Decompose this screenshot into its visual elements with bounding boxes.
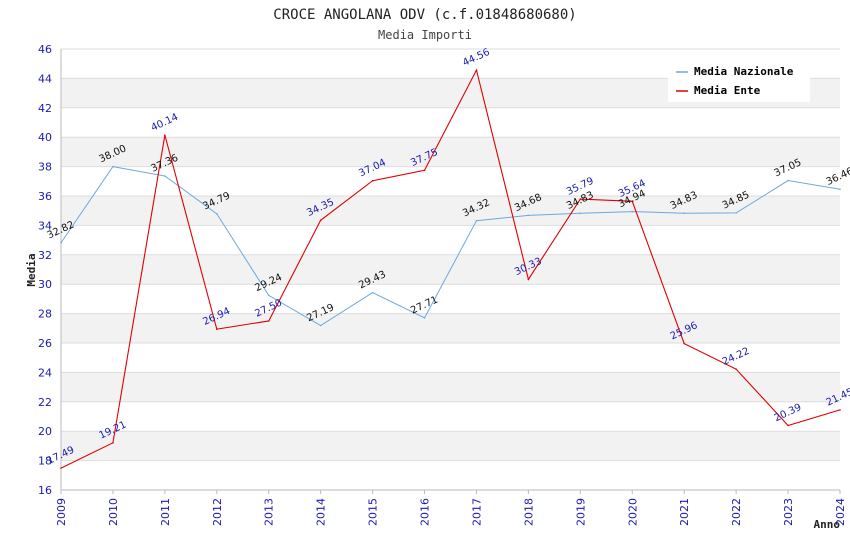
point-media-ente bbox=[475, 69, 478, 71]
grid-band bbox=[61, 313, 840, 343]
point-media-nazionale bbox=[839, 188, 841, 191]
x-tick-label: 2015 bbox=[367, 498, 380, 526]
point-media-nazionale bbox=[527, 214, 530, 217]
point-media-ente bbox=[631, 200, 634, 203]
data-label-media-nazionale: 36.46 bbox=[825, 166, 850, 188]
point-media-ente bbox=[527, 278, 530, 281]
x-tick-label: 2021 bbox=[678, 498, 691, 526]
y-tick-label: 24 bbox=[38, 366, 52, 379]
point-media-ente bbox=[423, 169, 426, 172]
data-label-media-ente: 24.22 bbox=[721, 346, 752, 368]
point-media-nazionale bbox=[787, 179, 789, 182]
y-tick-label: 28 bbox=[38, 308, 52, 321]
point-media-ente bbox=[216, 328, 218, 330]
point-media-nazionale bbox=[631, 210, 634, 213]
grid-band bbox=[61, 372, 840, 402]
point-media-ente bbox=[60, 467, 62, 469]
y-tick-label: 22 bbox=[38, 396, 52, 409]
data-label-media-ente: 40.14 bbox=[149, 112, 180, 134]
chart-subtitle: Media Importi bbox=[378, 28, 472, 42]
y-tick-label: 46 bbox=[38, 43, 52, 56]
x-tick-label: 2018 bbox=[522, 498, 535, 526]
point-media-ente bbox=[735, 368, 737, 370]
point-media-ente bbox=[112, 442, 114, 444]
point-media-nazionale bbox=[164, 175, 166, 177]
point-media-ente bbox=[164, 134, 166, 136]
point-media-nazionale bbox=[371, 291, 374, 294]
point-media-nazionale bbox=[112, 165, 114, 168]
x-tick-label: 2011 bbox=[159, 498, 172, 526]
x-tick-label: 2016 bbox=[419, 498, 432, 526]
point-media-ente bbox=[319, 219, 322, 222]
point-media-ente bbox=[787, 424, 789, 427]
legend-label-media-ente: Media Ente bbox=[694, 84, 761, 97]
chart-title: CROCE ANGOLANA ODV (c.f.01848680680) bbox=[273, 7, 576, 23]
x-tick-label: 2017 bbox=[470, 498, 483, 526]
y-tick-label: 16 bbox=[38, 484, 52, 497]
x-tick-label: 2019 bbox=[574, 498, 587, 526]
grid-bands bbox=[61, 78, 840, 461]
legend-label-media-nazionale: Media Nazionale bbox=[694, 65, 794, 78]
y-axis-label: Media bbox=[25, 253, 38, 286]
point-media-nazionale bbox=[216, 212, 218, 215]
y-axis-ticks: 16 18 20 22 24 26 28 30 32 34 36 38 40 42 44 46 bbox=[38, 43, 52, 497]
point-media-nazionale bbox=[683, 212, 685, 214]
y-tick-label: 44 bbox=[38, 72, 52, 85]
point-media-ente bbox=[683, 342, 685, 345]
x-tick-label: 2009 bbox=[55, 498, 68, 526]
y-tick-label: 42 bbox=[38, 102, 52, 115]
y-tick-label: 20 bbox=[38, 425, 52, 438]
series-lines bbox=[60, 68, 841, 469]
grid-band bbox=[61, 431, 840, 461]
x-tick-label: 2022 bbox=[730, 498, 743, 526]
point-media-nazionale bbox=[735, 212, 737, 214]
point-media-nazionale bbox=[579, 212, 582, 214]
point-media-nazionale bbox=[423, 317, 426, 319]
point-media-ente bbox=[371, 179, 374, 182]
y-tick-label: 32 bbox=[38, 249, 52, 262]
point-media-nazionale bbox=[319, 324, 322, 327]
x-tick-label: 2023 bbox=[782, 498, 795, 526]
y-tick-label: 30 bbox=[38, 278, 52, 291]
legend-box bbox=[668, 60, 810, 102]
point-media-nazionale bbox=[475, 219, 478, 222]
point-media-nazionale bbox=[60, 241, 62, 244]
y-tick-label: 38 bbox=[38, 161, 52, 174]
legend: Media Nazionale Media Ente bbox=[668, 60, 810, 102]
x-axis-ticks: 2009 2010 2011 2012 2013 2014 2015 2016 2017 2018… bbox=[55, 490, 847, 526]
point-media-ente bbox=[579, 198, 582, 200]
grid-band bbox=[61, 196, 840, 226]
series-line-media-nazionale bbox=[60, 166, 841, 327]
data-label-media-ente: 44.56 bbox=[461, 47, 492, 69]
x-axis-label: Anno bbox=[814, 518, 841, 531]
axes bbox=[60, 49, 840, 491]
x-tick-label: 2024 bbox=[834, 498, 847, 526]
data-label-media-ente: 20.39 bbox=[773, 402, 804, 424]
x-tick-label: 2014 bbox=[315, 498, 328, 526]
x-tick-label: 2010 bbox=[107, 498, 120, 526]
x-tick-label: 2020 bbox=[626, 498, 639, 526]
y-tick-label: 26 bbox=[38, 337, 52, 350]
x-tick-label: 2013 bbox=[263, 498, 276, 526]
y-tick-label: 34 bbox=[38, 219, 52, 232]
y-tick-label: 36 bbox=[38, 190, 52, 203]
grid-band bbox=[61, 137, 840, 167]
point-media-nazionale bbox=[267, 294, 270, 297]
y-tick-label: 40 bbox=[38, 131, 52, 144]
y-tick-label: 18 bbox=[38, 455, 52, 468]
point-media-ente bbox=[267, 320, 270, 322]
x-tick-label: 2012 bbox=[211, 498, 224, 526]
series-line-media-ente bbox=[60, 68, 841, 469]
point-media-ente bbox=[839, 409, 841, 411]
